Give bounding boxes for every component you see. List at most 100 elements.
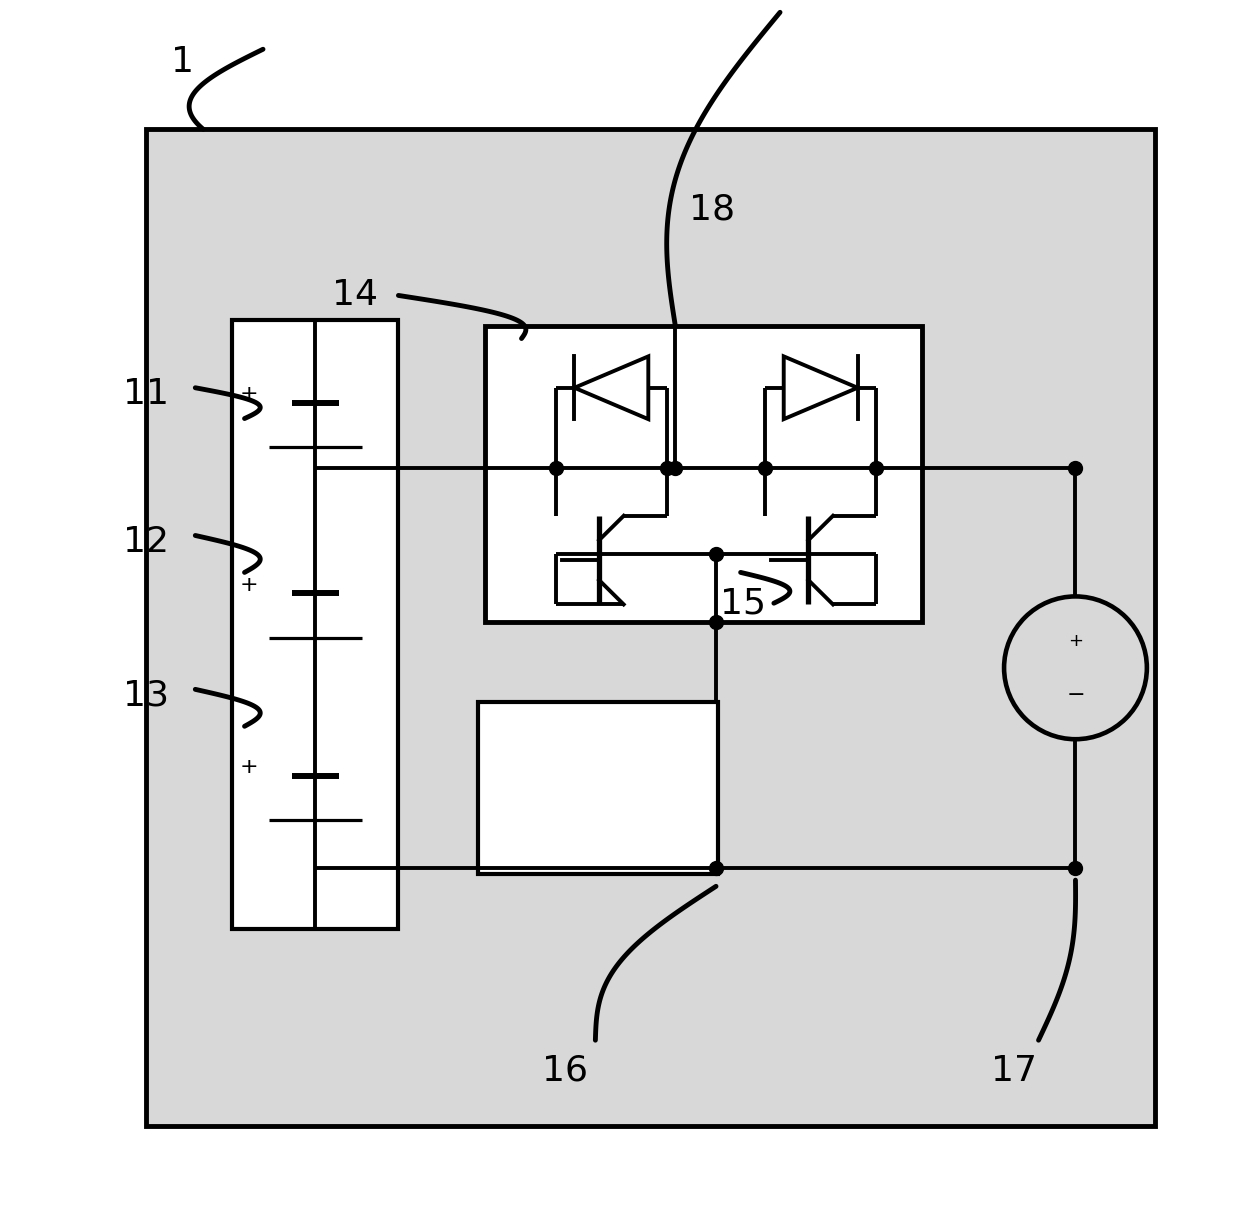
- Point: [846, 266, 866, 286]
- Point: [1066, 624, 1086, 644]
- Point: [954, 532, 973, 551]
- Text: 16: 16: [542, 1054, 588, 1088]
- Point: [1128, 596, 1148, 616]
- Point: [909, 1094, 929, 1114]
- Point: [707, 858, 727, 878]
- Point: [928, 420, 947, 439]
- Point: [527, 620, 547, 640]
- Point: [582, 231, 601, 251]
- Point: [424, 265, 444, 284]
- Point: [775, 1096, 795, 1115]
- Point: [511, 449, 531, 469]
- Point: [188, 239, 208, 259]
- Point: [309, 718, 329, 737]
- Point: [753, 611, 773, 630]
- Point: [942, 1075, 962, 1094]
- Point: [684, 273, 704, 293]
- Point: [434, 808, 454, 827]
- Bar: [485, 326, 921, 622]
- Point: [523, 1086, 543, 1105]
- Point: [489, 234, 508, 254]
- Point: [244, 263, 264, 283]
- Point: [518, 652, 538, 672]
- Point: [433, 974, 453, 993]
- Point: [185, 636, 205, 656]
- Point: [1032, 1038, 1052, 1057]
- Point: [470, 291, 490, 310]
- Point: [1078, 780, 1097, 800]
- Point: [1116, 259, 1136, 278]
- Point: [668, 180, 688, 199]
- Point: [481, 1040, 501, 1060]
- Point: [1025, 810, 1045, 830]
- Point: [191, 630, 211, 650]
- Point: [218, 884, 238, 904]
- Point: [717, 652, 737, 672]
- Point: [698, 219, 718, 239]
- Point: [863, 768, 883, 788]
- Point: [858, 756, 878, 776]
- Point: [763, 1040, 782, 1060]
- Point: [1035, 463, 1055, 483]
- Point: [404, 1087, 424, 1107]
- Point: [479, 799, 498, 819]
- Point: [916, 800, 936, 820]
- Point: [770, 468, 790, 487]
- Point: [541, 335, 560, 355]
- Point: [319, 414, 339, 433]
- Point: [552, 676, 572, 696]
- Point: [498, 947, 518, 966]
- Point: [729, 852, 749, 872]
- Point: [868, 1091, 888, 1110]
- Point: [1081, 597, 1101, 617]
- Point: [177, 1040, 197, 1060]
- Point: [1094, 838, 1114, 858]
- Point: [954, 396, 973, 416]
- Point: [761, 686, 781, 705]
- Point: [263, 289, 283, 309]
- Point: [719, 742, 739, 762]
- Point: [322, 705, 342, 725]
- Point: [1007, 837, 1027, 857]
- Point: [985, 459, 1004, 479]
- Point: [934, 779, 954, 799]
- Point: [534, 1089, 554, 1109]
- Point: [759, 474, 779, 494]
- Point: [653, 551, 673, 571]
- Point: [286, 724, 306, 744]
- Point: [580, 372, 600, 391]
- Point: [312, 707, 332, 726]
- Point: [188, 779, 208, 799]
- Point: [950, 819, 970, 838]
- Point: [155, 480, 175, 500]
- Point: [269, 1102, 289, 1121]
- Point: [1090, 415, 1110, 435]
- Point: [417, 341, 436, 361]
- Point: [296, 659, 316, 678]
- Point: [1115, 945, 1135, 965]
- Point: [835, 211, 854, 230]
- Point: [1085, 1087, 1105, 1107]
- Point: [382, 840, 402, 859]
- Point: [570, 263, 590, 283]
- Point: [212, 538, 232, 558]
- Point: [366, 575, 386, 595]
- Point: [987, 419, 1007, 438]
- Point: [868, 401, 888, 421]
- Point: [275, 240, 295, 260]
- Point: [609, 190, 629, 209]
- Point: [701, 906, 720, 926]
- Point: [1029, 911, 1049, 931]
- Point: [901, 652, 921, 672]
- Point: [186, 634, 206, 654]
- Point: [454, 606, 474, 625]
- Point: [942, 377, 962, 396]
- Point: [1126, 519, 1146, 539]
- Point: [730, 753, 750, 773]
- Point: [952, 880, 972, 900]
- Point: [962, 409, 982, 428]
- Point: [485, 923, 505, 943]
- Point: [706, 612, 725, 632]
- Point: [725, 766, 745, 785]
- Point: [451, 601, 471, 620]
